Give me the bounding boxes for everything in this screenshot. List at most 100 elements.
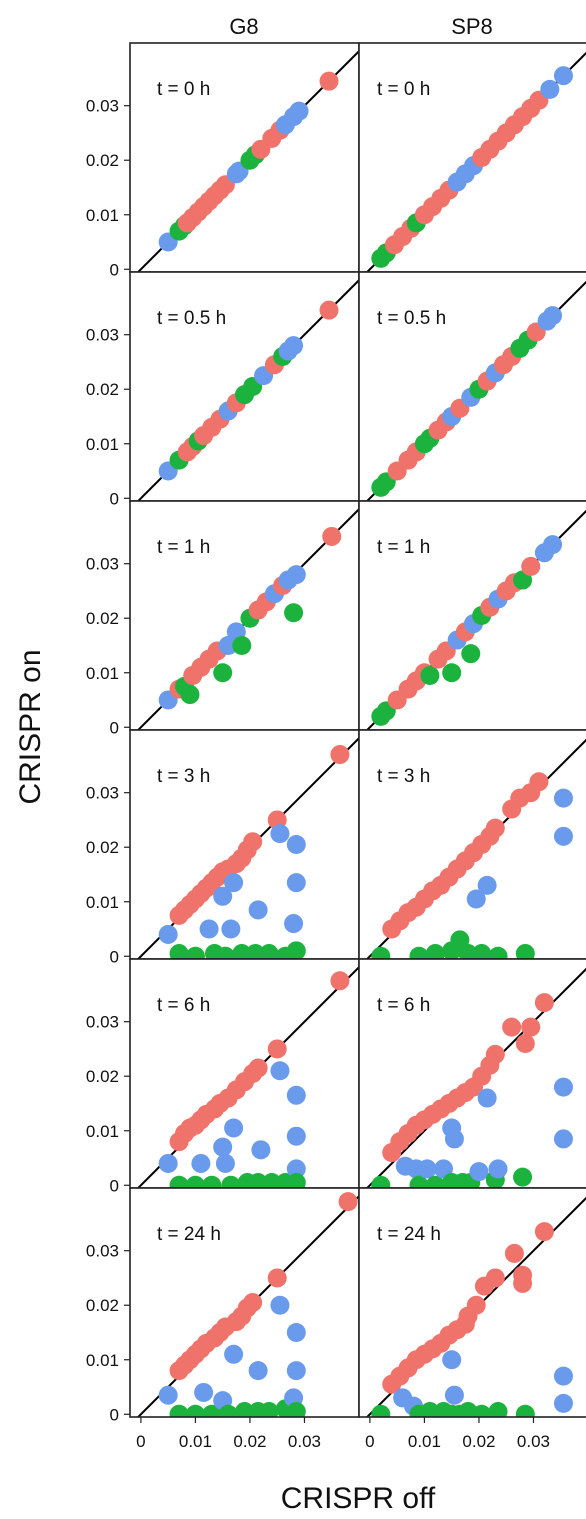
- y-tick-label: 0.03: [86, 784, 119, 803]
- data-point-blue: [213, 1137, 233, 1157]
- data-point-blue: [270, 1061, 290, 1081]
- y-tick-label: 0: [110, 260, 119, 279]
- data-point-red: [338, 1192, 358, 1212]
- panel-sp8-row-2: t = 0.5 h: [358, 271, 586, 502]
- data-point-red: [513, 1265, 533, 1285]
- data-point-green: [284, 603, 304, 623]
- panel-sp8-row-6: t = 24 h 0 0.01 0.02 0.03: [358, 1187, 586, 1451]
- data-point-red: [330, 745, 350, 765]
- data-point-green: [513, 1167, 533, 1187]
- panel-time-label: t = 0.5 h: [377, 308, 446, 329]
- data-point-red: [521, 556, 541, 576]
- panel-time-label: t = 24 h: [157, 1224, 221, 1245]
- data-point-red: [534, 993, 554, 1013]
- x-tick-label: 0.03: [517, 1432, 550, 1451]
- panel-time-label: t = 3 h: [377, 766, 430, 787]
- data-point-blue: [251, 1140, 271, 1160]
- data-point-green: [450, 930, 470, 950]
- data-point-green: [472, 1404, 492, 1417]
- data-point-green: [169, 1175, 189, 1188]
- data-point-green: [371, 946, 391, 959]
- y-tick-label: 0.03: [86, 555, 119, 574]
- data-point-green: [180, 685, 200, 705]
- data-point-green: [371, 1175, 391, 1188]
- x-tick-label: 0.03: [288, 1432, 321, 1451]
- y-tick-label: 0: [110, 718, 119, 737]
- panel-g8-row-3: t = 1 h 0 0.01 0.02 0.03: [86, 500, 360, 737]
- data-point-blue: [213, 886, 233, 906]
- y-axis-title: CRISPR on: [14, 649, 47, 804]
- data-point-green: [513, 570, 533, 590]
- data-point-green: [286, 1173, 306, 1188]
- panel-time-label: t = 3 h: [157, 766, 210, 787]
- panel-time-label: t = 0 h: [377, 79, 430, 100]
- data-point-blue: [553, 1077, 573, 1097]
- panel-sp8-row-4: t = 3 h: [358, 729, 586, 960]
- y-tick-label: 0: [110, 947, 119, 966]
- y-tick-label: 0.03: [86, 97, 119, 116]
- y-tick-label: 0.02: [86, 838, 119, 857]
- panel-plot-area: [365, 738, 586, 959]
- data-point-green: [213, 663, 233, 683]
- data-point-blue: [417, 1159, 437, 1179]
- panel-g8-row-1: t = 0 h 0 0.01 0.02 0.03: [86, 42, 360, 279]
- panels-layer: t = 0 h 0 0.01 0.02 0.03 t = 0 h t = 0.5 h 0 0.0…: [86, 42, 586, 1451]
- panel-time-label: t = 1 h: [377, 537, 430, 558]
- data-point-blue: [553, 66, 573, 86]
- data-point-green: [259, 1402, 279, 1417]
- data-point-red: [248, 1058, 268, 1078]
- data-point-green: [461, 644, 481, 664]
- data-point-blue: [543, 306, 563, 326]
- data-point-green: [371, 1404, 391, 1417]
- data-point-red: [319, 300, 339, 320]
- data-point-green: [472, 944, 492, 959]
- data-point-blue: [284, 914, 304, 934]
- data-point-blue: [270, 824, 290, 844]
- data-point-blue: [286, 565, 306, 585]
- y-tick-label: 0.03: [86, 326, 119, 345]
- data-point-green: [221, 1175, 241, 1188]
- data-point-red: [243, 832, 263, 852]
- panel-sp8-row-1: t = 0 h: [358, 42, 586, 273]
- data-point-red: [319, 71, 339, 91]
- data-point-blue: [543, 535, 563, 555]
- data-point-blue: [434, 1159, 454, 1179]
- data-point-red: [485, 1268, 505, 1288]
- data-point-green: [185, 1404, 205, 1417]
- data-point-blue: [194, 1382, 214, 1402]
- data-point-red: [466, 1295, 486, 1315]
- data-point-blue: [284, 336, 304, 356]
- y-tick-label: 0: [110, 1405, 119, 1424]
- panel-plot-area: [365, 1196, 586, 1417]
- data-point-blue: [553, 1366, 573, 1386]
- panel-plot-area: [365, 967, 586, 1188]
- data-point-blue: [444, 1129, 464, 1149]
- data-point-blue: [553, 826, 573, 846]
- y-tick-label: 0.02: [86, 1296, 119, 1315]
- y-tick-label: 0.03: [86, 1242, 119, 1261]
- x-tick-label: 0.01: [179, 1432, 212, 1451]
- data-point-green: [425, 944, 445, 959]
- data-point-blue: [286, 1126, 306, 1146]
- data-point-blue: [286, 1159, 306, 1179]
- data-point-blue: [224, 1118, 244, 1138]
- y-tick-label: 0: [110, 489, 119, 508]
- data-point-blue: [442, 1350, 462, 1370]
- data-point-blue: [286, 1085, 306, 1105]
- data-point-green: [259, 944, 279, 959]
- y-tick-label: 0.01: [86, 435, 119, 454]
- data-point-blue: [540, 79, 560, 99]
- data-point-green: [442, 663, 462, 683]
- data-point-red: [504, 1243, 524, 1263]
- data-point-blue: [553, 788, 573, 808]
- data-point-blue: [158, 1153, 178, 1173]
- y-tick-label: 0.01: [86, 893, 119, 912]
- data-point-blue: [477, 875, 497, 895]
- data-point-red: [322, 526, 342, 546]
- data-point-green: [286, 1402, 306, 1417]
- y-tick-label: 0.02: [86, 151, 119, 170]
- data-point-red: [534, 1222, 554, 1242]
- data-point-green: [515, 944, 535, 959]
- data-point-blue: [218, 635, 238, 655]
- data-point-blue: [444, 1385, 464, 1405]
